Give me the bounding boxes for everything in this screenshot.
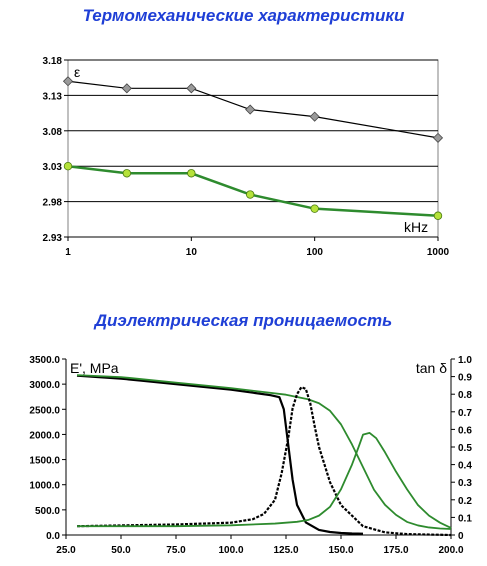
chart2-y2tick-label: 0 <box>458 531 464 542</box>
chart2-xtick-label: 200.0 <box>438 545 463 556</box>
chart2-y2tick-label: 0.9 <box>458 373 472 384</box>
chart1-plot-area <box>67 59 439 238</box>
chart1-ytick-label: 3.08 <box>43 127 63 138</box>
chart2-series-left-black <box>76 374 364 535</box>
chart2-ylabel: E', MPa <box>70 360 119 376</box>
chart1-point-diamond <box>121 83 132 94</box>
chart2-xtick-label: 75.0 <box>166 545 186 556</box>
chart1-point-diamond <box>432 132 444 143</box>
chart1-series-line <box>67 164 439 218</box>
chart2-series-left-green <box>76 374 452 530</box>
chart1-xtick-label: 1000 <box>427 247 450 258</box>
chart2-ytick-label: 500.0 <box>35 506 60 517</box>
chart1-point-diamond <box>186 83 197 94</box>
chart2-y2tick-label: 1.0 <box>458 355 472 366</box>
chart2-y2tick-label: 0.6 <box>458 425 472 436</box>
chart1-point-diamond <box>309 111 320 122</box>
chart2-series-right-green <box>77 432 452 529</box>
chart1-point-diamond <box>62 76 74 87</box>
chart2-y2tick-label: 0.3 <box>458 478 472 489</box>
chart2-ytick-label: 0.0 <box>46 531 60 542</box>
chart2-xtick-label: 175.0 <box>383 545 408 556</box>
chart2-y2tick-label: 0.5 <box>458 443 472 454</box>
chart1-series-line <box>67 80 439 139</box>
chart2-xtick-label: 100.0 <box>218 545 243 556</box>
chart2-series-right-black <box>76 386 452 537</box>
chart1-xtick-label: 100 <box>306 247 323 258</box>
chart2-title: Диэлектрическая проницаемость <box>94 311 393 330</box>
chart1-point-circle <box>187 169 196 178</box>
chart2-y2label: tan δ <box>416 360 447 376</box>
chart1-ytick-label: 3.03 <box>43 162 63 173</box>
chart2-xtick-label: 50.0 <box>111 545 131 556</box>
chart2-ytick-label: 3500.0 <box>29 355 60 366</box>
chart1-xlabel: kHz <box>404 219 428 235</box>
chart1-ytick-label: 2.93 <box>43 233 63 244</box>
chart2-y2tick-label: 0.1 <box>458 513 472 524</box>
chart2-xtick-label: 125.0 <box>273 545 298 556</box>
chart2-xtick-label: 25.0 <box>56 545 76 556</box>
chart2-ytick-label: 2000.0 <box>29 430 60 441</box>
chart1-point-circle <box>63 161 73 171</box>
chart1-xtick-label: 10 <box>186 247 198 258</box>
chart2-ytick-label: 1000.0 <box>29 481 60 492</box>
chart1-point-diamond <box>245 104 256 115</box>
chart1-ylabel: ε <box>74 64 80 80</box>
chart1-title: Термомеханические характеристики <box>82 6 405 25</box>
chart1-ytick-label: 2.98 <box>43 198 63 209</box>
chart1-point-circle <box>310 204 319 213</box>
chart1-point-circle <box>433 211 443 220</box>
chart2-y2tick-label: 0.4 <box>458 461 472 472</box>
chart1-ytick-label: 3.13 <box>43 91 63 102</box>
chart1-point-circle <box>122 169 132 178</box>
chart2-y2tick-label: 0.7 <box>458 408 472 419</box>
chart1-point-circle <box>245 190 255 199</box>
chart1-ytick-label: 3.18 <box>43 56 63 67</box>
chart2-ytick-label: 3000.0 <box>29 380 60 391</box>
chart2-ytick-label: 1500.0 <box>29 456 60 467</box>
chart2-y2tick-label: 0.8 <box>458 390 472 401</box>
chart2-xtick-label: 150.0 <box>328 545 353 556</box>
chart1-xtick-label: 1 <box>65 247 71 258</box>
chart2-y2tick-label: 0.2 <box>458 496 472 507</box>
chart2-ytick-label: 2500.0 <box>29 405 60 416</box>
